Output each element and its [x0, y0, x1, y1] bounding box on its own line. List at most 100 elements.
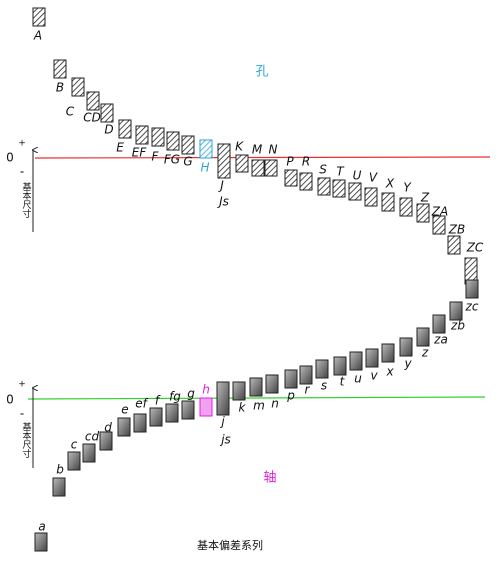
hole-zone	[71, 77, 85, 97]
hole-label: CD	[83, 111, 101, 125]
shaft-label: j	[219, 415, 225, 429]
shaft-zone	[315, 359, 329, 379]
shaft-zone	[133, 413, 147, 433]
hole-zone	[348, 182, 362, 201]
shaft-label: s	[321, 379, 327, 393]
shaft-zone	[299, 365, 313, 385]
hole-zone	[251, 159, 265, 177]
hole-label: B	[56, 81, 64, 95]
hole-zone	[317, 177, 331, 196]
hole-label: T	[336, 165, 345, 179]
shaft-title: 轴	[263, 471, 276, 486]
minus-label: -	[20, 407, 24, 421]
hole-label: ZC	[466, 241, 484, 255]
shaft-zone	[99, 431, 113, 451]
shaft-zone	[449, 301, 463, 321]
plus-label: +	[18, 139, 26, 149]
hole-label: X	[385, 177, 395, 191]
shaft-zone	[82, 443, 96, 463]
hole-label: FG	[164, 153, 180, 167]
hole-zone	[32, 7, 46, 27]
shaft-zone	[216, 381, 230, 416]
shaft-zone	[34, 532, 48, 552]
hole-zone	[284, 169, 298, 187]
shaft-zone	[265, 374, 279, 394]
shaft-label: b	[56, 463, 64, 477]
hole-zone	[381, 192, 395, 212]
shaft-label: zb	[450, 319, 465, 333]
zero-label: 0	[6, 151, 14, 165]
shaft-zone	[199, 397, 213, 417]
minus-label: -	[20, 165, 24, 179]
shaft-label: t	[340, 375, 346, 389]
hole-zone	[399, 197, 413, 217]
hole-label: EF	[132, 146, 148, 160]
shaft-label: zc	[465, 300, 479, 314]
hole-zone	[235, 154, 249, 173]
hole-zone	[166, 131, 180, 151]
hole-label: F	[152, 150, 160, 164]
shaft-zone	[284, 369, 298, 389]
hole-zone	[100, 103, 114, 123]
shaft-label: v	[370, 369, 378, 383]
hole-label: Y	[403, 181, 412, 195]
hole-zone	[416, 203, 430, 223]
shaft-zone	[52, 477, 66, 497]
hole-label: E	[116, 141, 124, 155]
shaft-label: d	[104, 421, 112, 435]
zero-line	[34, 156, 491, 159]
hole-label: D	[104, 123, 113, 137]
hole-label: K	[235, 140, 244, 154]
shaft-zone	[416, 327, 430, 347]
hole-title: 孔	[255, 65, 268, 80]
shaft-label: g	[187, 387, 195, 401]
shaft-label: a	[38, 520, 45, 534]
zero-label: 0	[6, 393, 14, 407]
shaft-label: r	[305, 383, 311, 397]
zero-line	[27, 396, 486, 400]
shaft-label: m	[253, 399, 265, 413]
hole-zone	[364, 187, 378, 207]
shaft-zone	[149, 407, 163, 427]
hole-zone	[199, 139, 213, 159]
hole-label: C	[66, 105, 75, 119]
shaft-label: fg	[169, 390, 181, 404]
shaft-label: c	[71, 438, 78, 452]
hole-zone	[135, 125, 149, 145]
hole-label: S	[319, 163, 327, 177]
hole-zone	[299, 172, 313, 191]
shaft-zone	[432, 314, 446, 334]
hole-zone	[151, 127, 165, 147]
hole-zone	[447, 235, 461, 255]
shaft-label: k	[239, 401, 247, 415]
hole-zone	[53, 59, 67, 79]
caption: 基本偏差系列	[197, 538, 263, 552]
hole-label: ZB	[448, 223, 465, 237]
shaft-label: n	[271, 397, 279, 411]
shaft-zone	[399, 337, 413, 357]
hole-label: H	[200, 161, 209, 175]
shaft-label: f	[155, 394, 161, 408]
shaft-zone	[465, 279, 479, 299]
hole-zone	[181, 135, 195, 155]
hole-label: ZA	[431, 205, 448, 219]
hole-label: P	[286, 155, 294, 169]
shaft-zone	[381, 343, 395, 363]
plus-label: +	[18, 380, 26, 390]
shaft-label: za	[433, 333, 448, 347]
hole-label: A	[33, 29, 42, 43]
hole-zone	[264, 159, 278, 177]
hole-zone	[432, 215, 446, 235]
hole-label: N	[269, 143, 278, 157]
shaft-zone	[232, 381, 246, 401]
shaft-label: e	[121, 403, 128, 417]
hole-label: Z	[420, 191, 430, 205]
shaft-label: cd	[85, 430, 100, 444]
shaft-zone	[365, 348, 379, 368]
hole-zone	[86, 91, 100, 111]
basic-size-label: 基本尺寸	[21, 181, 32, 218]
shaft-zone	[67, 451, 81, 471]
hole-label: J	[218, 179, 224, 193]
